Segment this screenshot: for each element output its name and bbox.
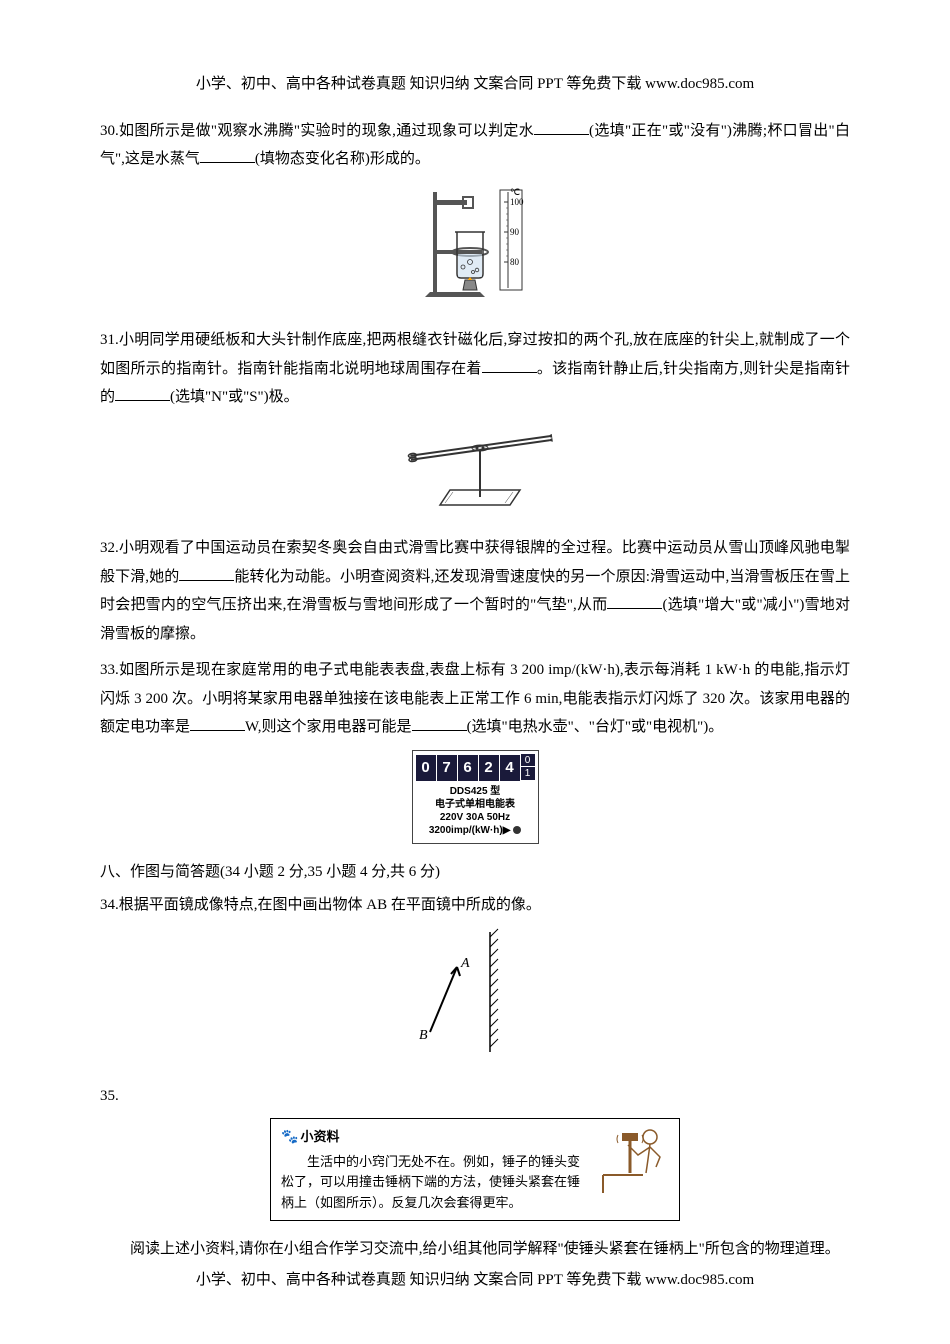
boiling-apparatus-icon: 100 90 80 ℃ (415, 182, 535, 302)
question-31: 31.小明同学用硬纸板和大头针制作底座,把两根缝衣针磁化后,穿过按扣的两个孔,放… (100, 326, 850, 412)
q31-blank-1 (482, 358, 537, 373)
q33-blank-1 (190, 716, 245, 731)
question-30: 30.如图所示是做"观察水沸腾"实验时的现象,通过现象可以判定水(选填"正在"或… (100, 117, 850, 174)
digit-3: 2 (479, 755, 499, 781)
q33-text-3: (选填"电热水壶"、"台灯"或"电视机")。 (467, 719, 724, 735)
q31-text-3: (选填"N"或"S")极。 (170, 389, 299, 405)
svg-text:80: 80 (510, 257, 520, 267)
info-card-title: 🐾小资料 (281, 1125, 589, 1152)
q33-blank-2 (412, 716, 467, 731)
energy-meter-icon: 0762401 DDS425 型 电子式单相电能表 220V 30A 50Hz … (412, 750, 539, 845)
q32-blank-2 (607, 594, 662, 609)
hammer-figure-icon (598, 1125, 673, 1214)
q31-blank-2 (115, 386, 170, 401)
q35-card-figure: 🐾小资料 生活中的小窍门无处不在。例如，锤子的锤头变松了，可以用撞击锤柄下端的方… (100, 1118, 850, 1221)
question-35: 35. (100, 1082, 850, 1111)
info-card-body: 生活中的小窍门无处不在。例如，锤子的锤头变松了，可以用撞击锤柄下端的方法，使锤头… (281, 1152, 589, 1214)
page-header: 小学、初中、高中各种试卷真题 知识归纳 文案合同 PPT 等免费下载 www.d… (100, 70, 850, 99)
question-32: 32.小明观看了中国运动员在索契冬奥会自由式滑雪比赛中获得银牌的全过程。比赛中运… (100, 534, 850, 648)
mirror-diagram-icon: A B (395, 927, 555, 1057)
svg-text:90: 90 (510, 227, 520, 237)
q31-figure (100, 420, 850, 521)
q32-blank-1 (179, 566, 234, 581)
svg-text:100: 100 (510, 197, 524, 207)
q30-text-3: (填物态变化名称)形成的。 (255, 151, 430, 167)
svg-text:B: B (419, 1028, 428, 1043)
question-33: 33.如图所示是现在家庭常用的电子式电能表表盘,表盘上标有 3 200 imp/… (100, 656, 850, 742)
meter-label: DDS425 型 电子式单相电能表 220V 30A 50Hz 3200imp/… (416, 785, 535, 837)
q30-text-1: 30.如图所示是做"观察水沸腾"实验时的现象,通过现象可以判定水 (100, 123, 534, 139)
q35-follow: 阅读上述小资料,请你在小组合作学习交流中,给小组其他同学解释"使锤头紧套在锤柄上… (100, 1235, 850, 1264)
svg-text:℃: ℃ (510, 187, 520, 197)
page-footer: 小学、初中、高中各种试卷真题 知识归纳 文案合同 PPT 等免费下载 www.d… (0, 1266, 950, 1295)
section-8-title: 八、作图与简答题(34 小题 2 分,35 小题 4 分,共 6 分) (100, 858, 850, 887)
info-card: 🐾小资料 生活中的小窍门无处不在。例如，锤子的锤头变松了，可以用撞击锤柄下端的方… (270, 1118, 680, 1221)
q30-figure: 100 90 80 ℃ (100, 182, 850, 313)
digit-0: 0 (416, 755, 436, 781)
q30-blank-1 (534, 120, 589, 135)
svg-text:A: A (460, 956, 470, 971)
q30-blank-2 (200, 148, 255, 163)
digit-2: 6 (458, 755, 478, 781)
q33-figure: 0762401 DDS425 型 电子式单相电能表 220V 30A 50Hz … (100, 750, 850, 845)
paw-icon: 🐾 (281, 1125, 298, 1152)
digit-4: 4 (500, 755, 520, 781)
q35-prefix: 35. (100, 1088, 119, 1104)
q34-figure: A B (100, 927, 850, 1068)
digit-tenths: 01 (521, 754, 535, 780)
question-34: 34.根据平面镜成像特点,在图中画出物体 AB 在平面镜中所成的像。 (100, 891, 850, 920)
q33-text-2: W,则这个家用电器可能是 (245, 719, 412, 735)
compass-needle-icon (390, 420, 560, 510)
meter-reading: 0762401 (416, 754, 535, 783)
digit-1: 7 (437, 755, 457, 781)
